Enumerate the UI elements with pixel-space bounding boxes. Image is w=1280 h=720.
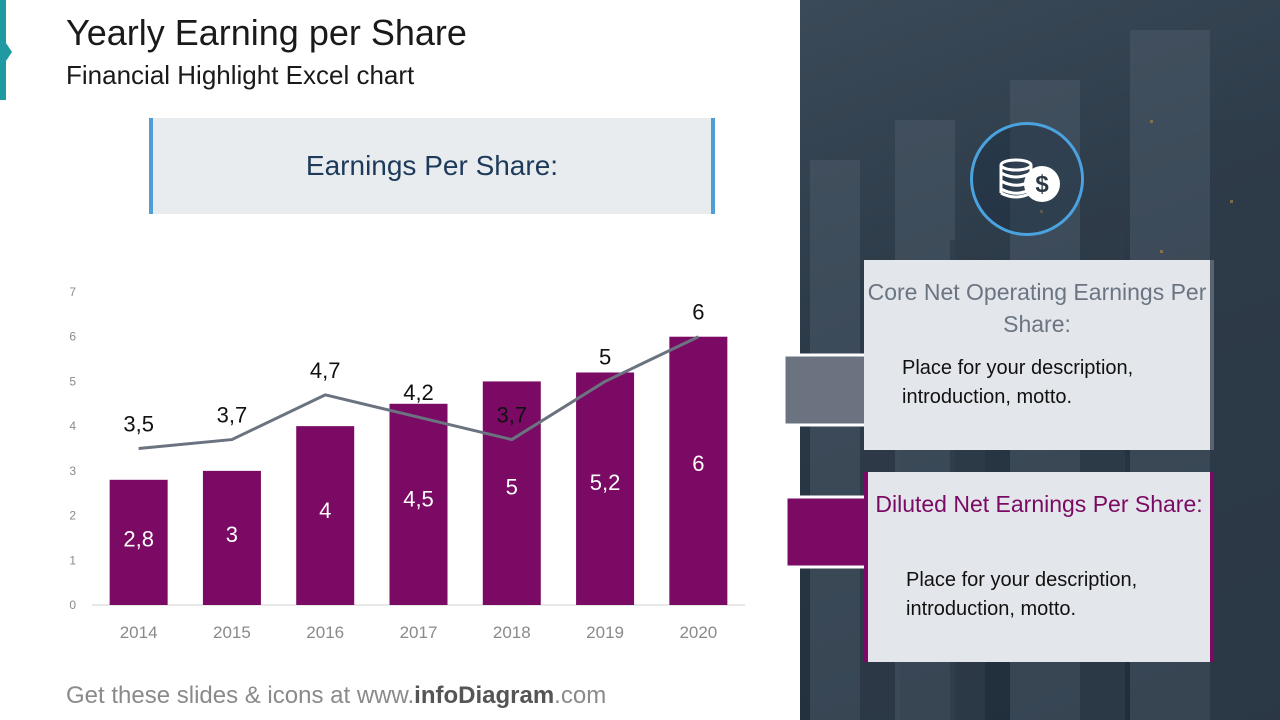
line-value-label: 4,2: [403, 380, 434, 405]
series-line: [138, 335, 700, 450]
line-value-label: 3,5: [123, 412, 154, 437]
x-tick-label: 2019: [586, 623, 624, 642]
page-title: Yearly Earning per Share: [66, 12, 467, 53]
line-value-label: 3,7: [496, 403, 527, 428]
core-eps-heading: Core Net Operating Earnings Per Share:: [867, 279, 1207, 337]
x-tick-label: 2017: [400, 623, 438, 642]
svg-text:$: $: [1035, 171, 1049, 198]
y-tick-label: 7: [69, 285, 76, 299]
bar: [482, 381, 541, 605]
y-tick-label: 5: [69, 374, 76, 388]
footer: Get these slides & icons at www.infoDiag…: [66, 682, 606, 710]
diluted-eps-heading: Diluted Net Earnings Per Share:: [875, 491, 1203, 517]
line-value-label: 6: [692, 300, 704, 325]
bar: [669, 336, 728, 605]
footer-suffix: .com: [554, 682, 607, 709]
accent-arrow: [4, 40, 12, 64]
coins-dollar-icon: $: [999, 158, 1060, 202]
line-value-label: 5: [599, 344, 611, 369]
bar: [202, 470, 261, 605]
bar: [109, 479, 168, 605]
x-tick-label: 2015: [213, 623, 251, 642]
footer-brand: infoDiagram: [414, 682, 555, 709]
footer-prefix: Get these slides & icons at www.: [66, 682, 415, 709]
bar-value-label: 5,2: [590, 470, 621, 495]
x-tick-label: 2014: [120, 623, 158, 642]
bar: [389, 403, 448, 605]
y-tick-label: 6: [69, 330, 76, 344]
y-tick-label: 2: [69, 509, 76, 523]
bar-value-label: 4,5: [403, 486, 434, 511]
y-tick-label: 4: [69, 419, 76, 433]
bar-value-label: 2,8: [123, 527, 154, 552]
diluted-eps-card: Diluted Net Earnings Per Share: Place fo…: [864, 472, 1214, 662]
bar: [576, 372, 635, 605]
bar-value-label: 5: [506, 475, 518, 500]
line-value-label: 3,7: [217, 403, 248, 428]
y-tick-label: 3: [69, 464, 76, 478]
line-value-label: 4,7: [310, 358, 341, 383]
core-eps-description: Place for your description, introduction…: [902, 357, 1134, 408]
bar-value-label: 6: [692, 451, 704, 476]
core-eps-card: Core Net Operating Earnings Per Share: P…: [864, 260, 1214, 450]
accent-tab: [0, 0, 6, 100]
x-tick-label: 2016: [306, 623, 344, 642]
eps-banner-label: Earnings Per Share:: [305, 150, 559, 181]
page-subtitle: Financial Highlight Excel chart: [66, 60, 415, 90]
eps-chart: 0 1 2 3 4 5 6 7 2014 2015 2016 2017 2018 2019 2020 2,8 3…: [69, 285, 745, 642]
x-tick-label: 2018: [493, 623, 531, 642]
diluted-eps-description: Place for your description, introduction…: [906, 569, 1138, 620]
bar-value-label: 4: [319, 498, 331, 523]
bar-value-label: 3: [226, 522, 238, 547]
bar: [296, 426, 355, 605]
x-tick-label: 2020: [679, 623, 717, 642]
y-tick-label: 0: [69, 598, 76, 612]
eps-banner: Earnings Per Share:: [149, 118, 715, 214]
y-tick-label: 1: [69, 553, 76, 567]
